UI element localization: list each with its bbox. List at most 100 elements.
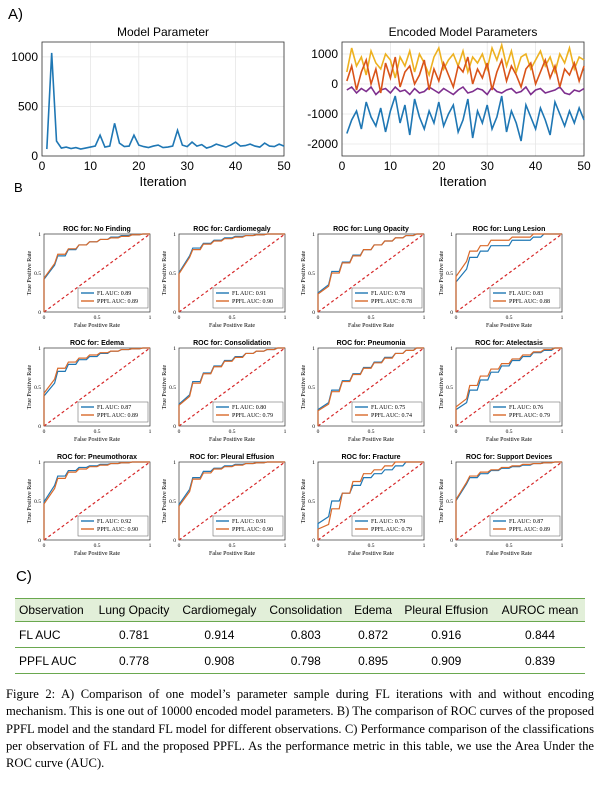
y-tick-label: 0 [38,424,41,430]
roc-legend-box [351,401,423,423]
y-tick-label: 1 [173,232,176,238]
legend-entry: PPFL AUC: 0.79 [509,413,550,419]
table-cell: 0.781 [92,621,176,648]
y-axis-label: True Positive Rate [162,478,168,523]
roc-series-line [317,233,424,312]
y-tick-label: 0.5 [308,385,315,391]
x-tick-label: 0.5 [94,543,101,549]
legend-entry: FL AUC: 0.87 [97,405,131,411]
table-cell: 0.778 [92,647,176,674]
y-tick-label: 0.5 [169,499,176,505]
y-tick-label: -2000 [307,137,338,151]
roc-chart-title: ROC for: Fracture [341,454,400,461]
roc-legend-box [351,287,423,309]
y-axis-label: True Positive Rate [301,364,307,409]
x-tick-label: 0 [43,315,46,321]
series-line [46,52,285,150]
x-tick-label: 1 [423,315,426,321]
x-tick-label: 1 [284,543,287,549]
x-tick-label: 1 [561,429,564,435]
y-tick-label: 0 [450,310,453,316]
series-line [346,95,585,142]
y-axis-label: True Positive Rate [439,250,445,295]
roc-series-line [178,233,285,312]
x-axis-label: False Positive Rate [486,437,532,443]
x-tick-label: 0.5 [229,543,236,549]
y-tick-label: 0 [173,424,176,430]
y-tick-label: 1 [450,346,453,352]
y-tick-label: 0 [173,538,176,544]
x-tick-label: 0 [317,543,320,549]
y-axis-label: True Positive Rate [439,478,445,523]
roc-legend-box [212,401,284,423]
x-tick-label: 0.5 [94,315,101,321]
roc-chart-title: ROC for: Pneumothorax [57,454,137,461]
legend-entry: PPFL AUC: 0.89 [97,413,138,419]
x-tick-label: 0.5 [368,429,375,435]
x-tick-label: 0.5 [368,543,375,549]
y-axis-label: True Positive Rate [162,250,168,295]
legend-entry: FL AUC: 0.83 [509,291,543,297]
table-cell: 0.916 [397,621,496,648]
series-line [346,56,585,94]
y-tick-label: 0 [31,149,38,163]
y-axis-label: True Positive Rate [301,478,307,523]
x-tick-label: 10 [384,159,398,173]
legend-entry: PPFL AUC: 0.78 [371,299,412,305]
x-axis-label: False Positive Rate [209,323,255,329]
legend-entry: PPFL AUC: 0.89 [509,527,550,533]
roc-series-line [43,461,150,540]
x-tick-label: 0 [455,543,458,549]
x-axis-label: Iteration [440,174,487,189]
x-axis-label: False Positive Rate [348,551,394,557]
legend-entry: FL AUC: 0.78 [371,291,405,297]
table-cell: 0.908 [175,647,263,674]
legend-entry: FL AUC: 0.87 [509,519,543,525]
table-row-ppfl: PPFL AUC 0.778 0.908 0.798 0.895 0.909 0… [15,647,585,674]
x-tick-label: 0 [178,315,181,321]
table-cell: 0.798 [262,647,349,674]
x-tick-label: 1 [284,315,287,321]
y-tick-label: 1 [312,232,315,238]
roc-series-line [317,461,424,540]
table-row-fl: FL AUC 0.781 0.914 0.803 0.872 0.916 0.8… [15,621,585,648]
roc-chart-title: ROC for: Pneumonia [337,340,406,347]
roc-legend-box [77,515,149,537]
x-tick-label: 40 [529,159,543,173]
table-cell: 0.844 [495,621,585,648]
figure-caption: Figure 2: A) Comparison of one model’s p… [6,687,594,771]
legend-entry: FL AUC: 0.89 [97,291,131,297]
roc-chart-title: ROC for: No Finding [63,226,131,233]
y-tick-label: 0.5 [34,499,41,505]
legend-entry: PPFL AUC: 0.79 [232,413,273,419]
y-axis-label: True Positive Rate [27,478,33,523]
x-tick-label: 1 [423,429,426,435]
y-tick-label: 1 [173,460,176,466]
roc-series-line [178,461,285,540]
roc-series-line [43,233,150,312]
legend-entry: PPFL AUC: 0.79 [371,527,412,533]
y-tick-label: 1 [38,460,41,466]
y-tick-label: 0 [38,538,41,544]
x-tick-label: 10 [84,159,98,173]
legend-entry: PPFL AUC: 0.90 [232,299,273,305]
table-cell: PPFL AUC [15,647,93,674]
x-tick-label: 1 [423,543,426,549]
roc-series-line [455,233,562,312]
table-cell: 0.803 [262,621,349,648]
legend-entry: PPFL AUC: 0.89 [97,299,138,305]
y-tick-label: 500 [18,99,38,113]
legend-entry: PPFL AUC: 0.90 [232,527,273,533]
x-tick-label: 1 [284,429,287,435]
table-header-cell: Consolidation [262,598,349,622]
roc-chart-title: ROC for: Consolidation [193,340,271,347]
legend-entry: PPFL AUC: 0.90 [97,527,138,533]
x-tick-label: 1 [561,543,564,549]
roc-series-line [317,347,424,426]
x-tick-label: 1 [149,429,152,435]
x-tick-label: 0 [317,315,320,321]
roc-series-line [178,347,285,426]
table-cell: 0.909 [397,647,496,674]
y-tick-label: 1 [312,346,315,352]
x-tick-label: 0 [43,429,46,435]
